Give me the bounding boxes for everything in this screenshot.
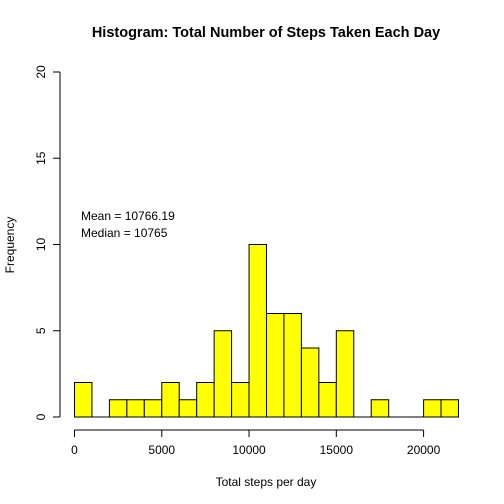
- histogram-bar-3: [126, 399, 145, 418]
- histogram-bar-5: [161, 382, 180, 418]
- y-tick-label: 10: [34, 238, 48, 252]
- histogram-bar-21: [440, 399, 459, 418]
- x-tick-label: 5000: [148, 443, 175, 457]
- histogram-bar-20: [423, 399, 442, 418]
- histogram-bar-6: [178, 399, 198, 418]
- x-tick-label: 10000: [232, 443, 266, 457]
- y-axis-label: Frequency: [3, 217, 17, 274]
- x-axis-label: Total steps per day: [216, 475, 317, 489]
- histogram-bar-10: [248, 244, 268, 418]
- histogram-bar-8: [213, 330, 233, 418]
- histogram-bar-13: [300, 347, 320, 418]
- y-tick-label: 20: [34, 65, 48, 79]
- histogram-bar-12: [283, 313, 302, 418]
- chart-title: Histogram: Total Number of Steps Taken E…: [92, 25, 440, 41]
- histogram-bar-11: [266, 313, 285, 418]
- x-tick-label: 0: [71, 443, 78, 457]
- histogram-bar-2: [108, 399, 128, 418]
- histogram-bar-7: [196, 382, 215, 418]
- x-tick-label: 15000: [320, 443, 354, 457]
- histogram-bar-14: [318, 382, 337, 418]
- y-tick-label: 15: [34, 151, 48, 165]
- y-tick-label: 5: [34, 327, 48, 334]
- bars-group: [74, 244, 459, 418]
- histogram-bar-4: [143, 399, 163, 418]
- histogram-bar-15: [335, 330, 355, 418]
- y-tick-label: 0: [34, 413, 48, 420]
- x-tick-label: 20000: [407, 443, 441, 457]
- x-axis: 0 5000 10000 15000 20000: [71, 429, 441, 457]
- y-axis: 0 5 10 15 20: [34, 65, 61, 420]
- histogram-bar-0: [74, 382, 93, 418]
- mean-annotation: Mean = 10766.19: [81, 209, 175, 223]
- histogram-bar-17: [370, 399, 390, 418]
- histogram-bar-9: [231, 382, 250, 418]
- median-annotation: Median = 10765: [81, 226, 168, 240]
